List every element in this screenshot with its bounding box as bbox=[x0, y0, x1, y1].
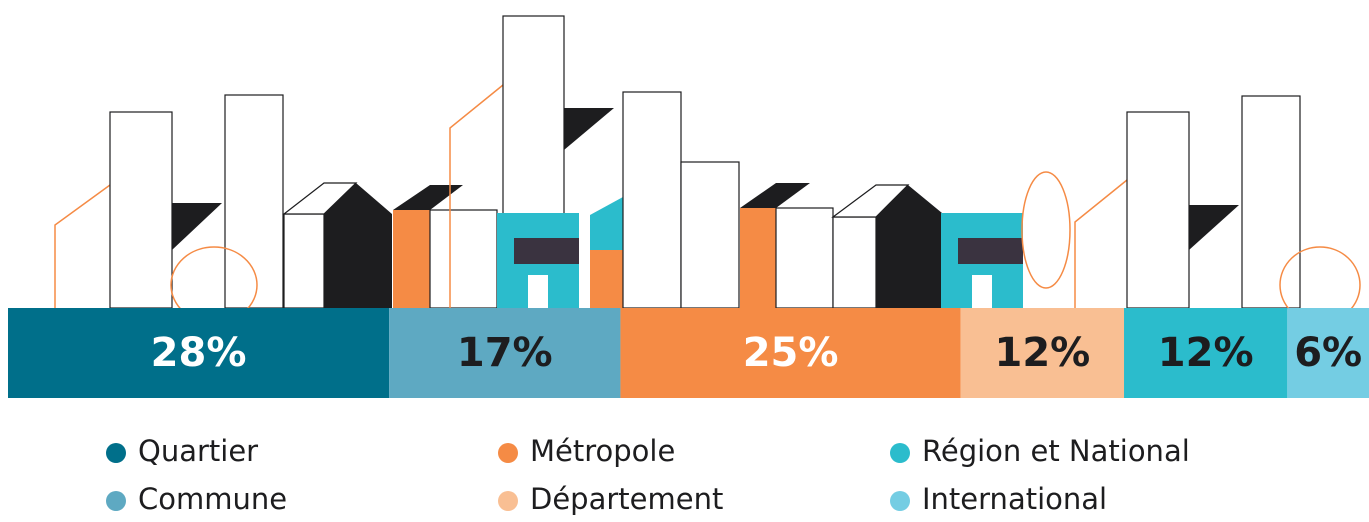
legend-swatch bbox=[890, 491, 910, 511]
bar-segment bbox=[389, 308, 621, 398]
legend: Quartier Commune Métropole Département Régio… bbox=[106, 434, 1190, 516]
legend-swatch bbox=[890, 443, 910, 463]
legend-label: Métropole bbox=[530, 434, 675, 468]
city-illustration bbox=[54, 15, 1361, 324]
value-label: 6% bbox=[1294, 330, 1362, 376]
legend-swatch bbox=[498, 491, 518, 511]
legend-label: Département bbox=[530, 482, 723, 516]
value-label: 25% bbox=[743, 330, 839, 376]
bar-segment bbox=[1124, 308, 1288, 398]
legend-label: Commune bbox=[138, 482, 287, 516]
stacked-bar: 28% 17% 25% 12% 12% 6% bbox=[8, 308, 1369, 398]
bar-segment bbox=[8, 308, 390, 398]
value-label: 12% bbox=[1158, 330, 1254, 376]
value-label: 12% bbox=[994, 330, 1090, 376]
bar-segment bbox=[960, 308, 1125, 398]
legend-label: International bbox=[922, 482, 1107, 516]
legend-swatch bbox=[106, 491, 126, 511]
bar-segment bbox=[1287, 308, 1369, 398]
legend-swatch bbox=[106, 443, 126, 463]
legend-label: Région et National bbox=[922, 434, 1190, 468]
bar-segment bbox=[620, 308, 961, 398]
legend-swatch bbox=[498, 443, 518, 463]
legend-label: Quartier bbox=[138, 434, 258, 468]
value-label: 28% bbox=[151, 330, 247, 376]
value-label: 17% bbox=[457, 330, 553, 376]
